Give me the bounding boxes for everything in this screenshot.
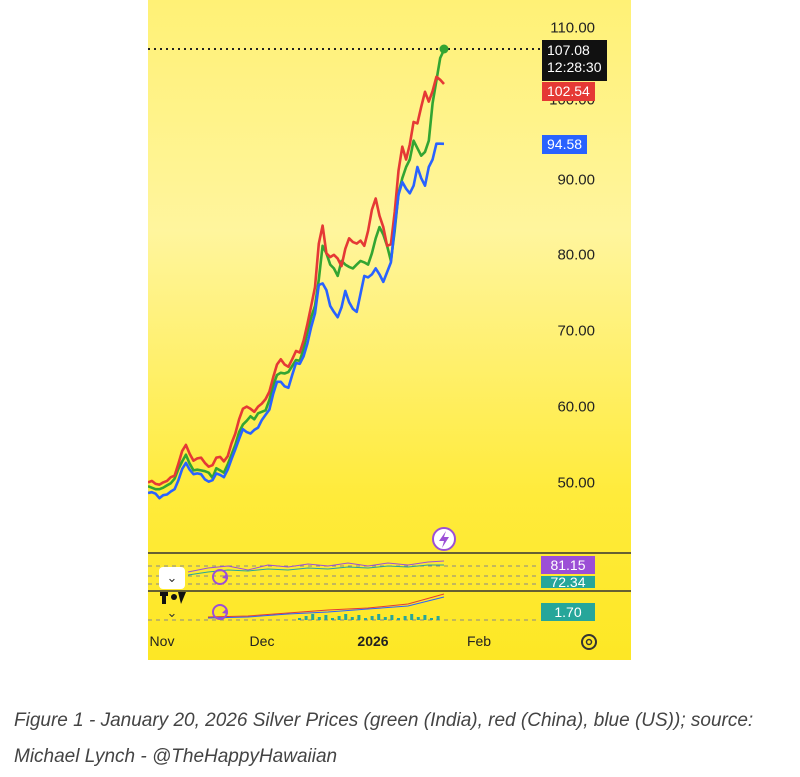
series-line-0 — [148, 49, 446, 491]
volume-bar — [337, 616, 341, 620]
volume-bar — [423, 615, 427, 620]
x-tick-label: 2026 — [357, 633, 389, 649]
series-line-1 — [148, 75, 445, 487]
rsi-line — [187, 560, 445, 573]
chevron-down-icon[interactable]: ⌄ — [166, 605, 178, 620]
volume-bar — [436, 616, 440, 620]
y-tick-label: 110.00 — [550, 19, 595, 37]
volume-line-red — [207, 593, 445, 618]
refresh-icon[interactable] — [212, 604, 228, 620]
volume-bar — [350, 617, 354, 620]
tradingview-logo — [160, 592, 186, 604]
crosshair-dot — [439, 44, 449, 54]
volume-bar — [324, 615, 328, 620]
volume-bar — [311, 614, 315, 620]
volume-line-blue — [207, 596, 445, 619]
refresh-icon[interactable] — [212, 569, 228, 585]
y-tick-label: 60.00 — [557, 398, 595, 416]
volume-bar — [416, 617, 420, 620]
rsi-pane — [148, 560, 540, 585]
volume-bar — [390, 615, 394, 620]
series-layer — [148, 49, 446, 500]
series-line-2 — [148, 142, 445, 500]
volume-bar — [410, 614, 414, 620]
lightning-icon[interactable] — [432, 527, 456, 551]
crosshair-price-tag: 107.08 12:28:30 — [542, 40, 607, 81]
settings-icon[interactable] — [581, 634, 597, 650]
volume-bar — [298, 618, 301, 620]
y-tick-label: 50.00 — [557, 474, 595, 492]
volume-bar — [344, 614, 348, 620]
crosshair-time: 12:28:30 — [547, 59, 602, 75]
volume-pane — [148, 593, 540, 621]
volume-bar — [317, 617, 321, 620]
y-tick-label: 70.00 — [557, 322, 595, 340]
volume-bar — [331, 618, 334, 620]
rsi-signal-line — [187, 564, 444, 576]
volume-bar — [397, 618, 400, 620]
chevron-down-icon[interactable]: ⌄ — [159, 567, 185, 589]
volume-bar — [430, 618, 433, 620]
y-tick-label: 100.00 — [549, 101, 595, 109]
blue-series-price-tag: 94.58 — [542, 135, 588, 154]
rsi-value-tag: 81.15 — [541, 556, 595, 574]
volume-bar — [304, 616, 308, 620]
x-tick-label: Nov — [149, 633, 175, 649]
crosshair-price: 107.08 — [547, 42, 590, 58]
volume-bar — [383, 617, 387, 620]
volume-bars — [298, 614, 440, 620]
price-chart — [148, 44, 631, 650]
volume-bar — [377, 614, 381, 620]
y-tick-label: 90.00 — [557, 171, 595, 189]
volume-bar — [364, 618, 367, 620]
chart-panel: ⌄ ⌄ 110.00 100.00 90.00 80.00 70.00 60.0… — [148, 0, 631, 660]
volume-bar — [403, 616, 407, 620]
volume-bar — [357, 615, 361, 620]
x-tick-label: Dec — [249, 633, 275, 649]
y-tick-label: 80.00 — [557, 246, 595, 264]
figure-caption: Figure 1 - January 20, 2026 Silver Price… — [14, 710, 754, 767]
red-series-price-tag: 102.54 — [542, 82, 595, 101]
volume-bar — [370, 616, 374, 620]
x-tick-label: Feb — [466, 633, 492, 649]
rsi-signal-tag: 72.34 — [541, 576, 595, 588]
volume-value-tag: 1.70 — [541, 603, 595, 621]
